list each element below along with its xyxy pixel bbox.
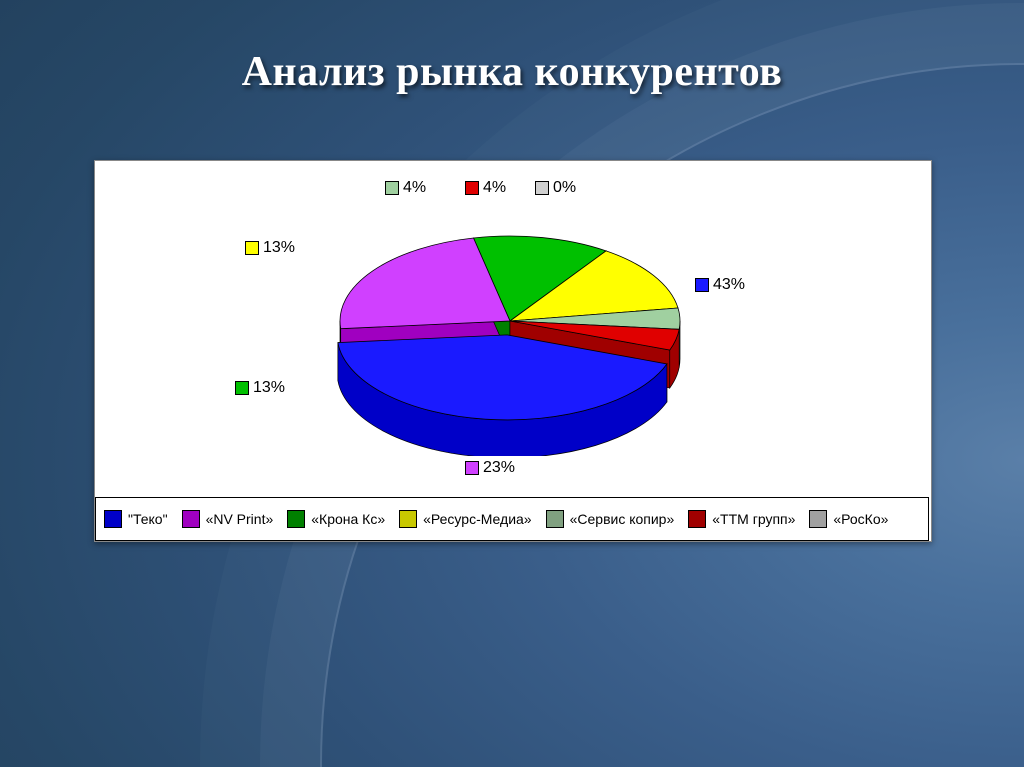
label-swatch bbox=[385, 181, 399, 195]
legend-item: «NV Print» bbox=[182, 510, 274, 528]
legend-item: «ТТМ групп» bbox=[688, 510, 795, 528]
data-label: 13% bbox=[245, 239, 295, 257]
legend-label: "Теко" bbox=[128, 511, 168, 527]
label-swatch bbox=[465, 181, 479, 195]
data-label: 0% bbox=[535, 179, 576, 197]
label-text: 23% bbox=[483, 459, 515, 477]
legend-item: «Крона Кс» bbox=[287, 510, 385, 528]
slide: Анализ рынка конкурентов 43%23%13%13%4%4… bbox=[0, 0, 1024, 767]
legend-swatch bbox=[182, 510, 200, 528]
legend-swatch bbox=[104, 510, 122, 528]
label-text: 4% bbox=[403, 179, 426, 197]
chart-area: 43% 23% 13% 13% 4% 4% 0% bbox=[95, 161, 931, 491]
legend-item: «Сервис копир» bbox=[546, 510, 675, 528]
data-label: 13% bbox=[235, 379, 285, 397]
label-text: 4% bbox=[483, 179, 506, 197]
legend-label: «Сервис копир» bbox=[570, 511, 675, 527]
legend-swatch bbox=[399, 510, 417, 528]
data-label: 4% bbox=[385, 179, 426, 197]
data-label: 43% bbox=[695, 276, 745, 294]
legend-label: «NV Print» bbox=[206, 511, 274, 527]
label-text: 0% bbox=[553, 179, 576, 197]
legend-label: «Ресурс-Медиа» bbox=[423, 511, 531, 527]
legend-swatch bbox=[546, 510, 564, 528]
data-label: 23% bbox=[465, 459, 515, 477]
legend-label: «Крона Кс» bbox=[311, 511, 385, 527]
label-swatch bbox=[235, 381, 249, 395]
data-label: 4% bbox=[465, 179, 506, 197]
legend-item: «Ресурс-Медиа» bbox=[399, 510, 531, 528]
label-text: 13% bbox=[253, 379, 285, 397]
legend: "Теко" «NV Print» «Крона Кс» «Ресурс-Медиа»… bbox=[95, 497, 929, 541]
legend-swatch bbox=[809, 510, 827, 528]
chart-panel: 43% 23% 13% 13% 4% 4% 0% "Теко" «NV Print» «Крон… bbox=[94, 160, 932, 542]
label-text: 43% bbox=[713, 276, 745, 294]
label-swatch bbox=[695, 278, 709, 292]
slide-title: Анализ рынка конкурентов bbox=[0, 48, 1024, 96]
legend-swatch bbox=[287, 510, 305, 528]
legend-swatch bbox=[688, 510, 706, 528]
legend-label: «РосКо» bbox=[833, 511, 888, 527]
label-swatch bbox=[465, 461, 479, 475]
legend-label: «ТТМ групп» bbox=[712, 511, 795, 527]
label-swatch bbox=[245, 241, 259, 255]
label-text: 13% bbox=[263, 239, 295, 257]
label-swatch bbox=[535, 181, 549, 195]
pie-chart bbox=[335, 216, 685, 456]
legend-item: «РосКо» bbox=[809, 510, 888, 528]
legend-item: "Теко" bbox=[104, 510, 168, 528]
